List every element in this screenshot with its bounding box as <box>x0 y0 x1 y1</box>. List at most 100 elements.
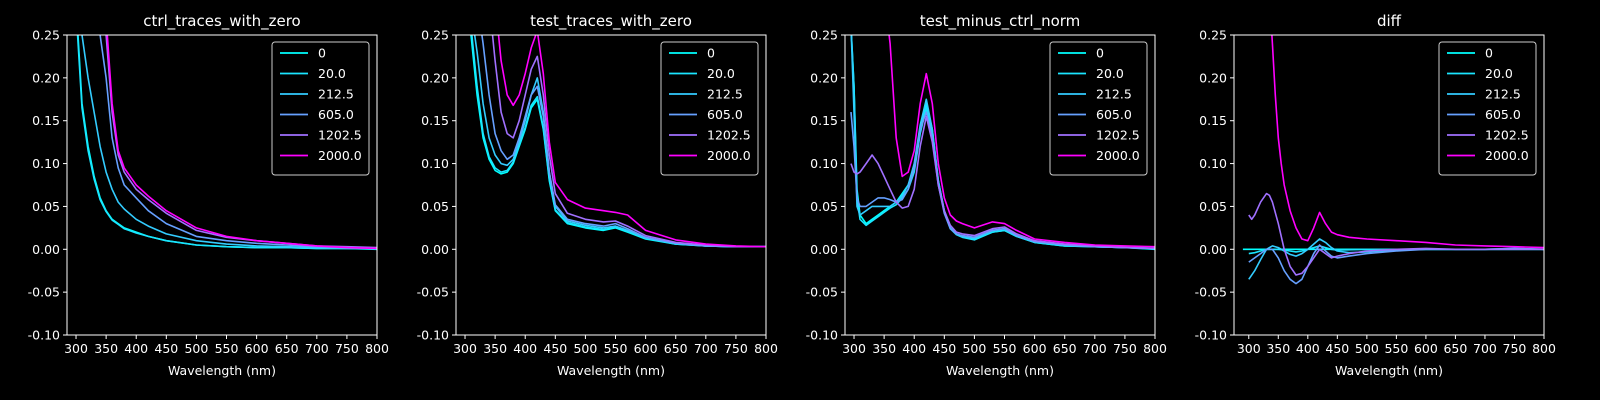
y-tick-label: 0.25 <box>421 28 449 43</box>
y-tick-label: 0.25 <box>810 28 838 43</box>
legend-label: 2000.0 <box>1485 148 1529 163</box>
x-tick-label: 600 <box>1023 341 1047 356</box>
legend-label: 212.5 <box>1096 87 1132 102</box>
x-tick-label: 400 <box>513 341 537 356</box>
series-group <box>470 35 766 248</box>
x-tick-label: 750 <box>335 341 359 356</box>
x-tick-label: 800 <box>1532 341 1556 356</box>
y-tick-label: 0.10 <box>1199 156 1227 171</box>
x-tick-label: 700 <box>305 341 329 356</box>
series-line-20.0 <box>76 35 377 250</box>
x-tick-label: 350 <box>483 341 507 356</box>
legend-label: 212.5 <box>1485 87 1521 102</box>
legend-label: 2000.0 <box>1096 148 1140 163</box>
y-tick-label: 0.05 <box>1199 199 1227 214</box>
x-tick-label: 650 <box>275 341 299 356</box>
legend-label: 0 <box>318 46 326 61</box>
y-tick-label: 0.15 <box>421 113 449 128</box>
legend-box <box>660 41 759 176</box>
legend: 0 20.0 212.5 605.0 1202.5 2000.0 <box>1438 41 1537 176</box>
legend-label: 1202.5 <box>318 128 362 143</box>
series-line-1202.5 <box>1248 192 1544 276</box>
series-line-212.5 <box>1248 238 1544 280</box>
plot-frame <box>455 34 767 336</box>
x-tick-label: 600 <box>245 341 269 356</box>
y-tick-label: 0.00 <box>32 242 60 257</box>
x-tick-label: 300 <box>842 341 866 356</box>
x-tick-label: 400 <box>902 341 926 356</box>
x-tick-label: 750 <box>1113 341 1137 356</box>
x-tick-label: 800 <box>1143 341 1167 356</box>
y-tick-label: 0.20 <box>1199 70 1227 85</box>
series-line-212.5 <box>81 35 377 250</box>
x-axis-label: Wavelength (nm) <box>168 363 276 378</box>
series-group <box>76 35 377 251</box>
x-tick-label: 550 <box>215 341 239 356</box>
series-line-2000.0 <box>888 35 1155 248</box>
x-tick-label: 550 <box>1384 341 1408 356</box>
legend: 0 20.0 212.5 605.0 1202.5 2000.0 <box>271 41 370 176</box>
legend-label: 212.5 <box>707 87 743 102</box>
plot-frame <box>844 34 1156 336</box>
y-tick-label: -0.05 <box>28 285 60 300</box>
legend-label: 20.0 <box>318 66 346 81</box>
x-tick-label: 450 <box>932 341 956 356</box>
x-tick-label: 600 <box>634 341 658 356</box>
chart-title: test_traces_with_zero <box>530 12 692 31</box>
chart-title: diff <box>1377 12 1402 30</box>
y-tick-label: -0.05 <box>1195 285 1227 300</box>
x-tick-label: 500 <box>573 341 597 356</box>
x-tick-label: 650 <box>1053 341 1077 356</box>
series-line-605.0 <box>850 111 1155 250</box>
y-tick-label: 0.05 <box>810 199 838 214</box>
plot-frame <box>1233 34 1545 336</box>
x-tick-label: 650 <box>664 341 688 356</box>
series-line-2000.0 <box>1271 35 1544 249</box>
legend-label: 20.0 <box>1096 66 1124 81</box>
legend-label: 605.0 <box>707 107 743 122</box>
x-tick-label: 750 <box>724 341 748 356</box>
chart-panel-3: test_minus_ctrl_norm 300 350 400 450 500 550 60… <box>806 12 1167 378</box>
x-axis-label: Wavelength (nm) <box>557 363 665 378</box>
legend-label: 1202.5 <box>707 128 751 143</box>
x-tick-label: 450 <box>543 341 567 356</box>
legend-label: 212.5 <box>318 87 354 102</box>
legend-box <box>271 41 370 176</box>
x-tick-label: 450 <box>154 341 178 356</box>
x-axis-label: Wavelength (nm) <box>946 363 1054 378</box>
legend-label: 1202.5 <box>1485 128 1529 143</box>
y-tick-label: 0.10 <box>32 156 60 171</box>
x-tick-label: 300 <box>64 341 88 356</box>
legend-label: 20.0 <box>1485 66 1513 81</box>
series-line-212.5 <box>473 35 766 248</box>
y-tick-label: 0.15 <box>32 113 60 128</box>
x-tick-label: 350 <box>1266 341 1290 356</box>
legend-label: 0 <box>1096 46 1104 61</box>
x-tick-label: 350 <box>94 341 118 356</box>
chart-panel-1: ctrl_traces_with_zero 300 350 400 450 500 550 6… <box>28 12 389 378</box>
x-tick-label: 650 <box>1443 341 1467 356</box>
y-tick-label: 0.05 <box>32 199 60 214</box>
legend-label: 605.0 <box>1485 107 1521 122</box>
x-tick-label: 700 <box>1473 341 1497 356</box>
y-tick-label: 0.00 <box>1199 242 1227 257</box>
chart-title: test_minus_ctrl_norm <box>920 12 1081 31</box>
x-tick-label: 700 <box>1083 341 1107 356</box>
x-tick-label: 700 <box>694 341 718 356</box>
x-tick-label: 450 <box>1325 341 1349 356</box>
series-group <box>850 35 1155 251</box>
x-tick-label: 750 <box>1503 341 1527 356</box>
x-tick-label: 550 <box>604 341 628 356</box>
y-tick-label: 0.20 <box>421 70 449 85</box>
legend-box <box>1438 41 1537 176</box>
x-axis-label: Wavelength (nm) <box>1335 363 1443 378</box>
legend-label: 605.0 <box>1096 107 1132 122</box>
x-tick-label: 400 <box>1296 341 1320 356</box>
y-tick-label: 0.10 <box>810 156 838 171</box>
plot-frame <box>66 34 378 336</box>
x-tick-label: 300 <box>453 341 477 356</box>
chart-panel-2: test_traces_with_zero 300 350 400 450 500 550 6… <box>417 12 778 378</box>
series-line-1202.5 <box>850 115 1155 250</box>
y-tick-label: 0.15 <box>1199 113 1227 128</box>
